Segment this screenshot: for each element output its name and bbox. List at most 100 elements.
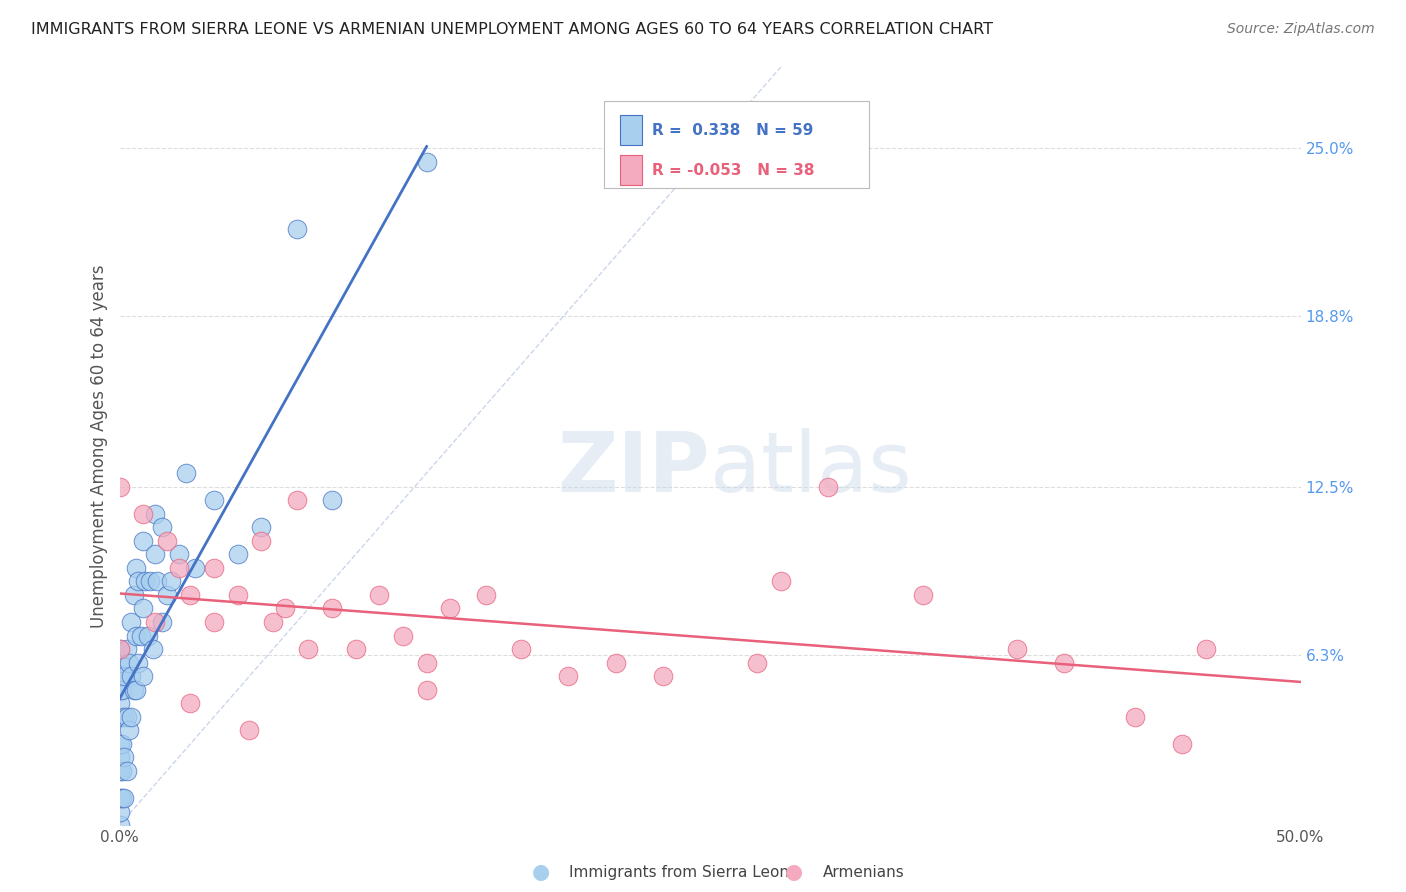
Point bbox=[160, 574, 183, 589]
Point bbox=[142, 642, 165, 657]
Point bbox=[108, 710, 131, 724]
Point bbox=[111, 791, 134, 805]
Point bbox=[250, 533, 273, 548]
Point bbox=[108, 642, 131, 657]
Point bbox=[179, 696, 201, 710]
Point bbox=[769, 574, 792, 589]
Point bbox=[108, 764, 131, 778]
Point bbox=[415, 154, 437, 169]
Point bbox=[605, 656, 627, 670]
Point bbox=[118, 656, 141, 670]
Point bbox=[108, 656, 131, 670]
Point bbox=[747, 656, 769, 670]
Point bbox=[911, 588, 934, 602]
Point bbox=[557, 669, 579, 683]
Point bbox=[1195, 642, 1218, 657]
Text: R = -0.053   N = 38: R = -0.053 N = 38 bbox=[652, 162, 814, 178]
Point bbox=[115, 642, 138, 657]
Point bbox=[139, 574, 162, 589]
Point bbox=[174, 466, 197, 480]
Point bbox=[274, 601, 297, 615]
Point bbox=[108, 669, 131, 683]
Point bbox=[250, 520, 273, 534]
Point bbox=[262, 615, 284, 629]
Point bbox=[108, 818, 131, 832]
Point bbox=[392, 628, 415, 642]
Point bbox=[132, 533, 155, 548]
Point bbox=[132, 669, 155, 683]
Point bbox=[122, 588, 145, 602]
Point bbox=[146, 574, 169, 589]
Text: Source: ZipAtlas.com: Source: ZipAtlas.com bbox=[1227, 22, 1375, 37]
Point bbox=[112, 669, 135, 683]
Text: Armenians: Armenians bbox=[823, 865, 904, 880]
Point bbox=[111, 764, 134, 778]
Point bbox=[321, 601, 343, 615]
Point bbox=[510, 642, 533, 657]
Point bbox=[156, 533, 179, 548]
Point bbox=[143, 547, 166, 561]
Point bbox=[179, 588, 201, 602]
Point bbox=[226, 547, 249, 561]
Point bbox=[120, 669, 142, 683]
Point bbox=[122, 682, 145, 697]
Point bbox=[132, 601, 155, 615]
Point bbox=[129, 628, 152, 642]
Point bbox=[226, 588, 249, 602]
Text: ZIP: ZIP bbox=[558, 428, 710, 509]
Point bbox=[474, 588, 496, 602]
Point bbox=[1171, 737, 1194, 751]
Point bbox=[112, 710, 135, 724]
Text: atlas: atlas bbox=[710, 428, 911, 509]
Point bbox=[1005, 642, 1028, 657]
Point bbox=[108, 737, 131, 751]
Point bbox=[111, 682, 134, 697]
Point bbox=[321, 493, 343, 508]
Text: Immigrants from Sierra Leone: Immigrants from Sierra Leone bbox=[569, 865, 799, 880]
Point bbox=[167, 547, 190, 561]
FancyBboxPatch shape bbox=[620, 115, 641, 145]
Point bbox=[111, 737, 134, 751]
Point bbox=[285, 493, 308, 508]
Point bbox=[150, 520, 173, 534]
Point bbox=[439, 601, 461, 615]
Text: R =  0.338   N = 59: R = 0.338 N = 59 bbox=[652, 123, 814, 137]
Point bbox=[344, 642, 367, 657]
Point bbox=[202, 615, 225, 629]
Point bbox=[120, 710, 142, 724]
Y-axis label: Unemployment Among Ages 60 to 64 years: Unemployment Among Ages 60 to 64 years bbox=[90, 264, 108, 628]
Point bbox=[134, 574, 156, 589]
Point bbox=[285, 222, 308, 236]
Point bbox=[1123, 710, 1146, 724]
Point bbox=[115, 710, 138, 724]
Point bbox=[108, 642, 131, 657]
Point bbox=[120, 615, 142, 629]
Point bbox=[651, 669, 673, 683]
FancyBboxPatch shape bbox=[620, 155, 641, 186]
Point bbox=[108, 750, 131, 764]
Point bbox=[115, 764, 138, 778]
Point bbox=[184, 561, 207, 575]
Point bbox=[127, 656, 149, 670]
Point bbox=[368, 588, 391, 602]
Point bbox=[136, 628, 159, 642]
Point bbox=[125, 628, 148, 642]
Point bbox=[132, 507, 155, 521]
Point bbox=[415, 682, 437, 697]
Point bbox=[238, 723, 260, 738]
Point bbox=[817, 480, 839, 494]
Point bbox=[143, 507, 166, 521]
Point bbox=[202, 561, 225, 575]
Point bbox=[125, 682, 148, 697]
Point bbox=[1053, 656, 1076, 670]
Point bbox=[297, 642, 319, 657]
Point bbox=[108, 791, 131, 805]
Point bbox=[108, 696, 131, 710]
Point bbox=[150, 615, 173, 629]
Point bbox=[112, 791, 135, 805]
FancyBboxPatch shape bbox=[603, 101, 869, 188]
Point bbox=[415, 656, 437, 670]
Point bbox=[108, 682, 131, 697]
Point bbox=[108, 805, 131, 819]
Point bbox=[143, 615, 166, 629]
